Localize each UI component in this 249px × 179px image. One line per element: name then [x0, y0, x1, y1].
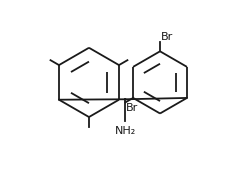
Text: Br: Br [126, 103, 138, 113]
Text: Br: Br [161, 32, 173, 42]
Text: NH₂: NH₂ [115, 126, 136, 136]
